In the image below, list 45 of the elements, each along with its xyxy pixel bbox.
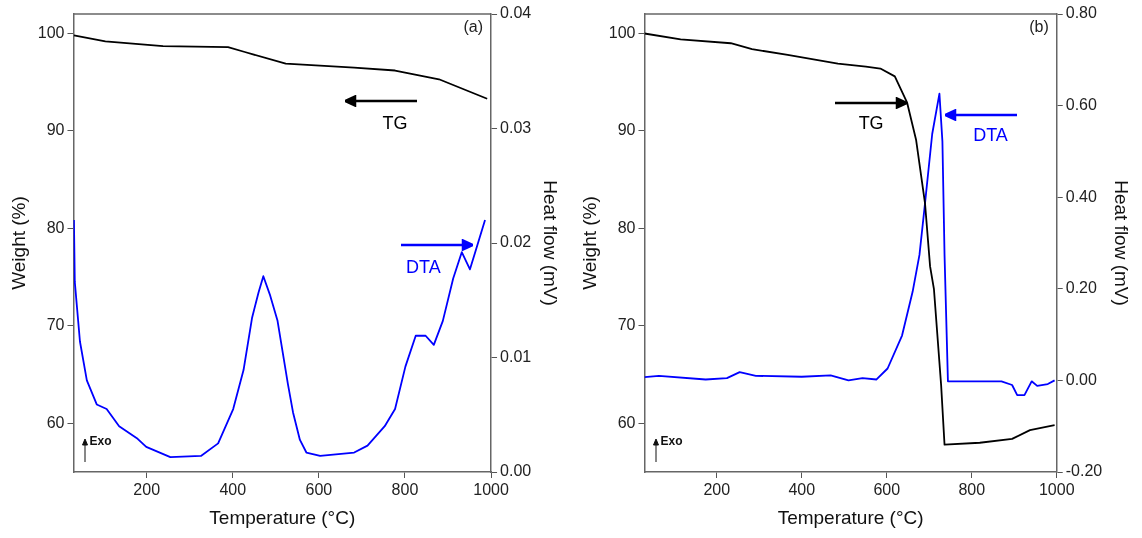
y-axis-title: Weight (%) xyxy=(7,196,29,290)
annotation: DTA xyxy=(406,256,441,278)
y2-tick-label: 0.03 xyxy=(500,118,532,136)
x-axis-title: Temperature (°C) xyxy=(777,506,924,528)
x-tick-label: 400 xyxy=(788,481,816,499)
y-tick-label: 90 xyxy=(617,121,636,139)
annotation: TG xyxy=(858,112,884,134)
y2-tick-label: -0.20 xyxy=(1065,462,1103,480)
chart-title: (a) xyxy=(463,18,484,36)
annotation: Exo xyxy=(660,434,683,448)
y-tick-label: 80 xyxy=(617,218,636,236)
y2-tick-label: 0.00 xyxy=(500,462,532,480)
x-tick-label: 600 xyxy=(873,481,901,499)
y2-tick-label: 0.04 xyxy=(500,4,532,22)
annotation: DTA xyxy=(973,124,1008,146)
x-tick-label: 1000 xyxy=(473,481,509,499)
y2-tick-label: 0.60 xyxy=(1065,96,1097,114)
y-tick-label: 100 xyxy=(37,23,65,41)
y2-tick-label: 0.20 xyxy=(1065,279,1097,297)
x-tick-label: 1000 xyxy=(1038,481,1075,499)
y2-tick-label: 0.00 xyxy=(1065,370,1097,388)
x-tick-label: 600 xyxy=(305,481,333,499)
y2-tick-label: 0.40 xyxy=(1065,187,1097,205)
y-tick-label: 60 xyxy=(46,413,65,431)
y-tick-label: 60 xyxy=(617,413,636,431)
x-tick-label: 800 xyxy=(958,481,986,499)
y2-tick-label: 0.01 xyxy=(500,347,532,365)
y-tick-label: 80 xyxy=(46,218,65,236)
annotation: Exo xyxy=(89,434,112,448)
y-tick-label: 70 xyxy=(617,316,636,334)
x-tick-label: 200 xyxy=(703,481,731,499)
annotation: TG xyxy=(382,112,408,134)
y-tick-label: 90 xyxy=(46,121,65,139)
y2-axis-title: Heat flow (mV) xyxy=(1111,180,1133,306)
x-axis-title: Temperature (°C) xyxy=(209,506,356,528)
y-axis-title: Weight (%) xyxy=(578,196,600,290)
chart-title: (b) xyxy=(1029,18,1049,36)
y-tick-label: 70 xyxy=(46,316,65,334)
y2-tick-label: 0.80 xyxy=(1065,4,1097,22)
y-tick-label: 100 xyxy=(608,23,636,41)
x-tick-label: 400 xyxy=(219,481,247,499)
x-tick-label: 200 xyxy=(133,481,161,499)
x-tick-label: 800 xyxy=(391,481,419,499)
y2-tick-label: 0.02 xyxy=(500,233,532,251)
y2-axis-title: Heat flow (mV) xyxy=(540,180,562,306)
